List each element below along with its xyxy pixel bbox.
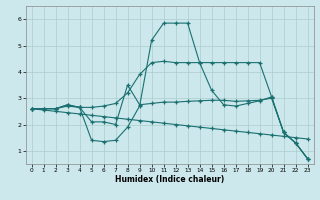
- X-axis label: Humidex (Indice chaleur): Humidex (Indice chaleur): [115, 175, 224, 184]
